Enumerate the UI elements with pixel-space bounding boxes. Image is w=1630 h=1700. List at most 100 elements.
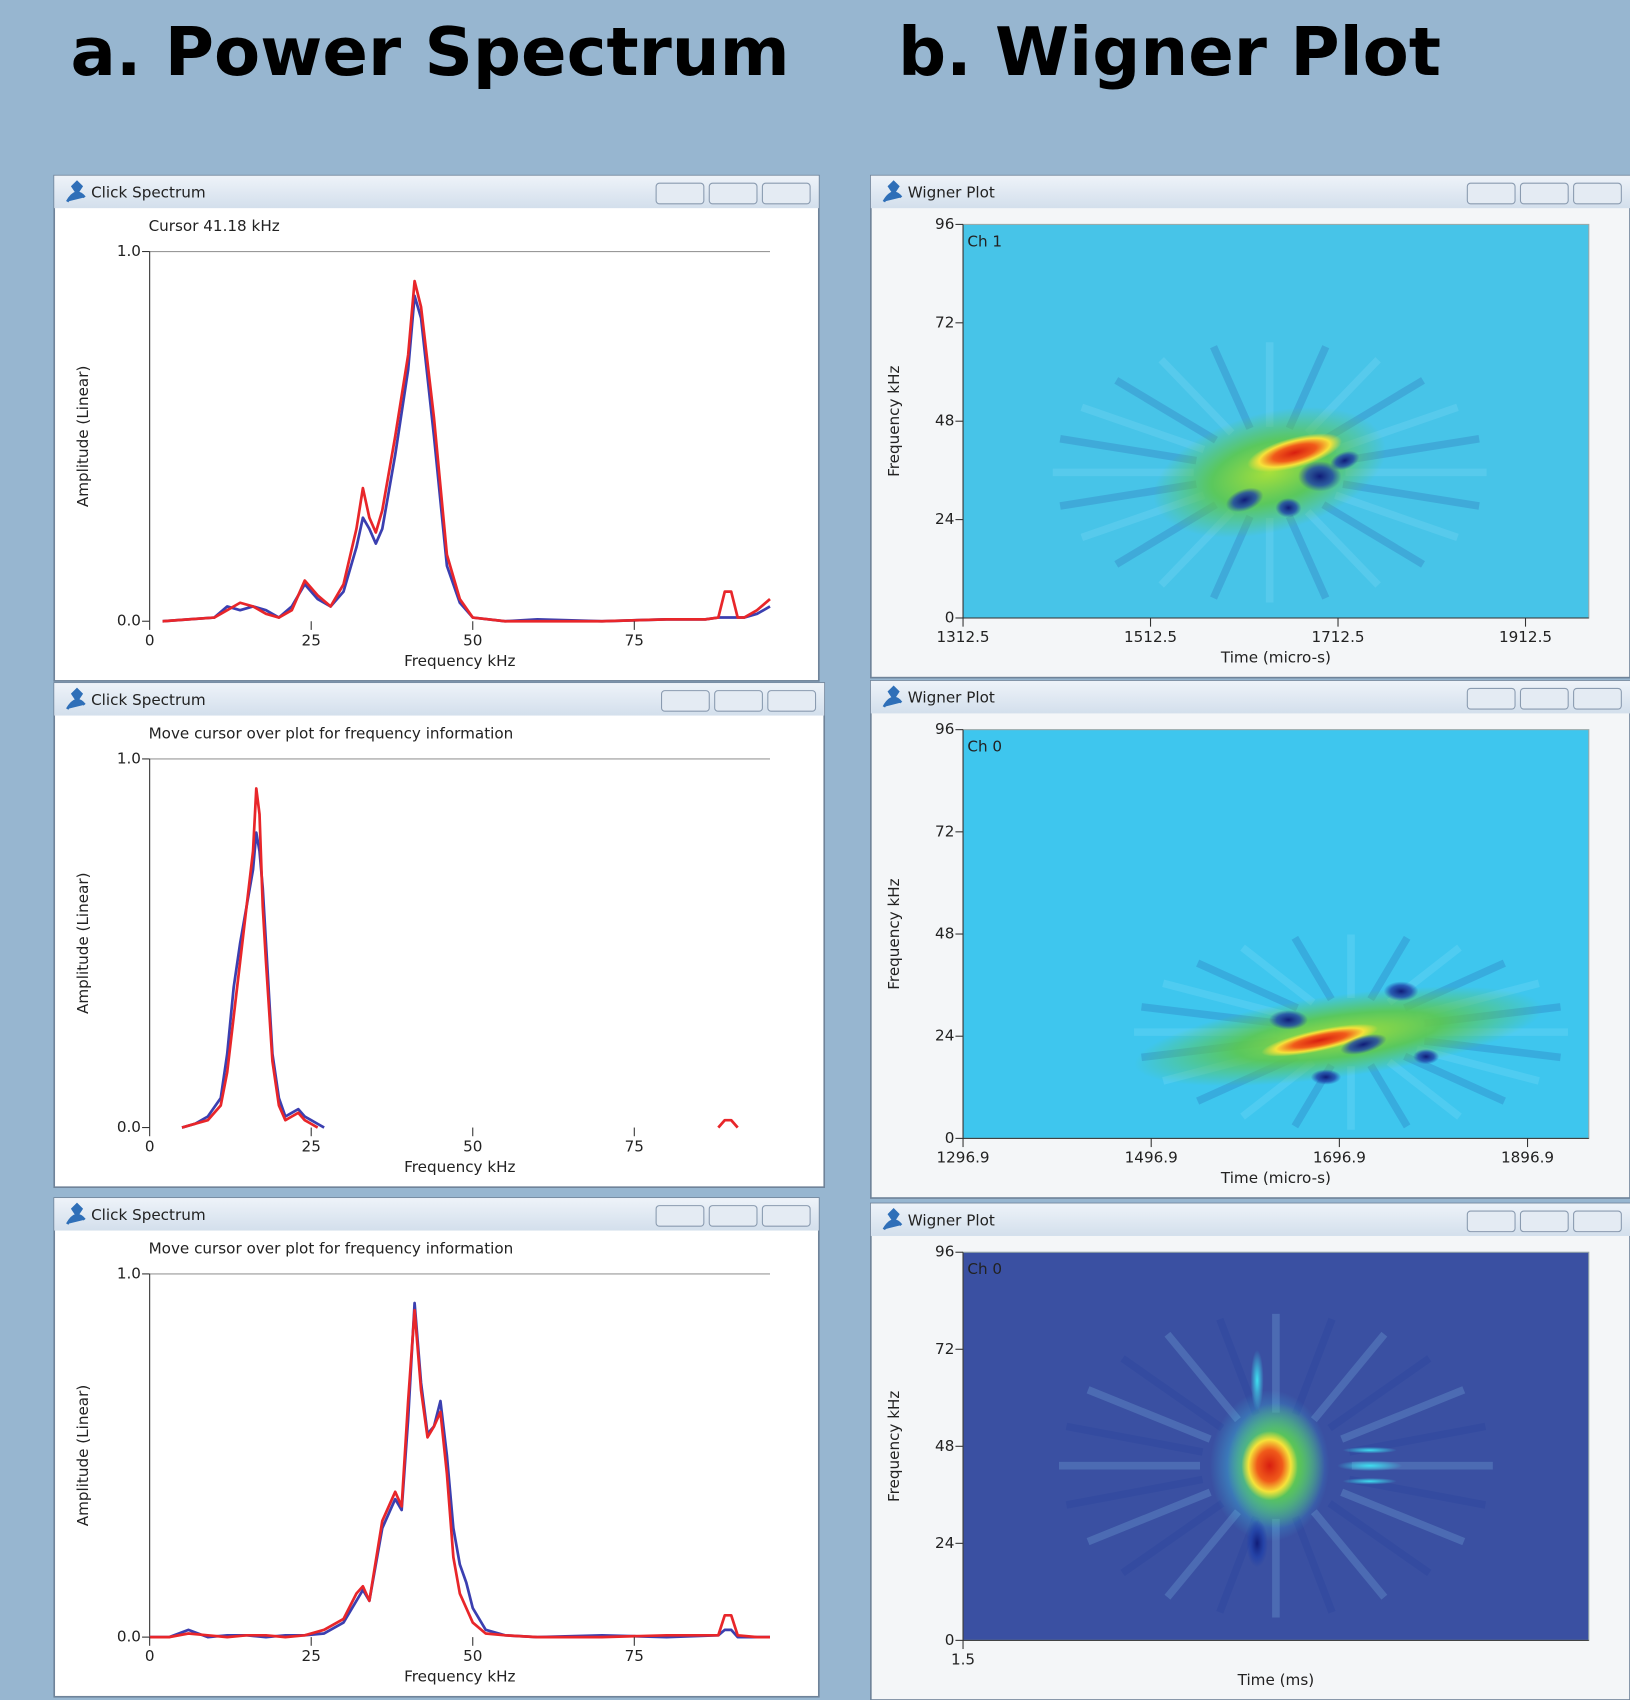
wigner-energy (1268, 1010, 1308, 1030)
x-tick-label: 25 (302, 1138, 321, 1156)
interference-stripe (1310, 1509, 1388, 1600)
interference-stripe (1086, 1386, 1212, 1443)
window-title: Wigner Plot (908, 183, 995, 201)
y-tick-label: 48 (935, 1437, 954, 1455)
y-tick-label: 0 (945, 1129, 955, 1147)
minimize-button[interactable] (1466, 1210, 1516, 1233)
x-tick-label: 1696.9 (1313, 1148, 1366, 1166)
y-tick-label: 1.0 (117, 1264, 141, 1282)
wigner-energy (1275, 498, 1302, 518)
interference-stripe (1386, 1058, 1462, 1120)
wigner-energy (1340, 1033, 1387, 1055)
close-button[interactable] (761, 182, 811, 205)
y-tick-label: 96 (935, 1243, 954, 1261)
x-tick-label: 1496.9 (1125, 1148, 1178, 1166)
interference-stripe (1367, 935, 1411, 1002)
interference-stripe (1114, 377, 1218, 444)
x-tick-label: 75 (625, 1138, 644, 1156)
close-button[interactable] (1573, 182, 1622, 205)
y-tick-label: 1.0 (117, 749, 141, 767)
interference-stripe (1367, 1063, 1411, 1129)
app-icon (66, 687, 86, 710)
spectrum-line (181, 787, 739, 1129)
close-button[interactable] (767, 690, 817, 712)
interference-stripe (1285, 514, 1330, 600)
y-tick-label: 48 (935, 412, 954, 430)
app-icon (882, 1208, 903, 1231)
y-tick-label: 0 (945, 1631, 955, 1649)
x-tick-label: 0 (145, 631, 155, 649)
y-tick-label: 96 (935, 215, 954, 233)
wigner-energy (1261, 1023, 1379, 1057)
y-tick-label: 0 (945, 608, 955, 626)
x-axis-label: Frequency kHz (404, 1668, 515, 1686)
y-tick-label: 1.0 (117, 242, 141, 260)
minimize-button[interactable] (655, 1205, 705, 1227)
interference-stripe (1327, 1355, 1432, 1432)
y-axis-label: Frequency kHz (885, 365, 903, 476)
y-tick-label: 0.0 (117, 1118, 141, 1136)
interference-stripe (1240, 944, 1316, 1006)
wigner-energy (1413, 1049, 1440, 1065)
maximize-button[interactable] (1519, 1210, 1569, 1233)
interference-stripe (1086, 1488, 1212, 1546)
channel-label: Ch 0 (967, 738, 1002, 756)
close-button[interactable] (1573, 687, 1622, 710)
window (53, 174, 820, 682)
interference-stripe (1065, 1475, 1204, 1509)
y-tick-label: 72 (935, 822, 954, 840)
x-tick-label: 1312.5 (936, 628, 989, 646)
x-axis-label: Time (micro-s) (1220, 649, 1331, 667)
panel-heading: b. Wigner Plot (898, 13, 1441, 91)
minimize-button[interactable] (661, 690, 710, 712)
minimize-button[interactable] (655, 182, 705, 205)
window-title: Wigner Plot (908, 1211, 995, 1229)
interference-stripe (1120, 1500, 1225, 1577)
y-tick-label: 0.0 (117, 612, 141, 630)
app-icon (66, 1202, 86, 1225)
x-tick-label: 1896.9 (1501, 1148, 1554, 1166)
y-axis-label: Amplitude (Linear) (74, 366, 92, 508)
y-tick-label: 96 (935, 720, 954, 738)
y-tick-label: 0.0 (117, 1628, 141, 1646)
x-axis-label: Frequency kHz (404, 652, 515, 670)
panel-heading: a. Power Spectrum (70, 13, 789, 91)
status-text: Move cursor over plot for frequency info… (149, 724, 514, 742)
maximize-button[interactable] (714, 690, 763, 712)
interference-stripe (1196, 959, 1299, 1012)
maximize-button[interactable] (1519, 687, 1569, 710)
x-tick-label: 0 (145, 1138, 155, 1156)
x-tick-label: 1.5 (951, 1650, 975, 1668)
status-text: Cursor 41.18 kHz (149, 217, 280, 235)
wigner-energy (1310, 1069, 1342, 1085)
close-button[interactable] (1573, 1210, 1622, 1233)
minimize-button[interactable] (1466, 182, 1516, 205)
interference-stripe (1120, 1355, 1225, 1432)
interference-stripe (1310, 1331, 1388, 1423)
x-tick-label: 25 (302, 1647, 321, 1665)
y-tick-label: 48 (935, 925, 954, 943)
x-tick-label: 1912.5 (1499, 628, 1552, 646)
interference-stripe (1292, 1317, 1336, 1416)
x-tick-label: 1512.5 (1124, 628, 1177, 646)
y-axis-label: Amplitude (Linear) (74, 1385, 92, 1527)
interference-stripe (1080, 403, 1206, 454)
app-icon (66, 180, 86, 203)
interference-stripe (1321, 501, 1425, 568)
interference-stripe (1210, 345, 1254, 430)
y-axis-label: Amplitude (Linear) (74, 872, 92, 1014)
maximize-button[interactable] (708, 1205, 758, 1227)
y-axis-label: Frequency kHz (885, 878, 903, 989)
wigner-energy (1225, 487, 1264, 513)
window (53, 682, 826, 1188)
minimize-button[interactable] (1466, 687, 1516, 710)
x-tick-label: 75 (625, 1647, 644, 1665)
spectrum-line (149, 1308, 770, 1639)
y-tick-label: 72 (935, 1340, 954, 1358)
interference-stripe (1164, 1331, 1241, 1423)
close-button[interactable] (761, 1205, 811, 1227)
window-title: Click Spectrum (91, 1206, 206, 1224)
wigner-energy (1241, 1431, 1298, 1501)
maximize-button[interactable] (708, 182, 758, 205)
maximize-button[interactable] (1519, 182, 1569, 205)
